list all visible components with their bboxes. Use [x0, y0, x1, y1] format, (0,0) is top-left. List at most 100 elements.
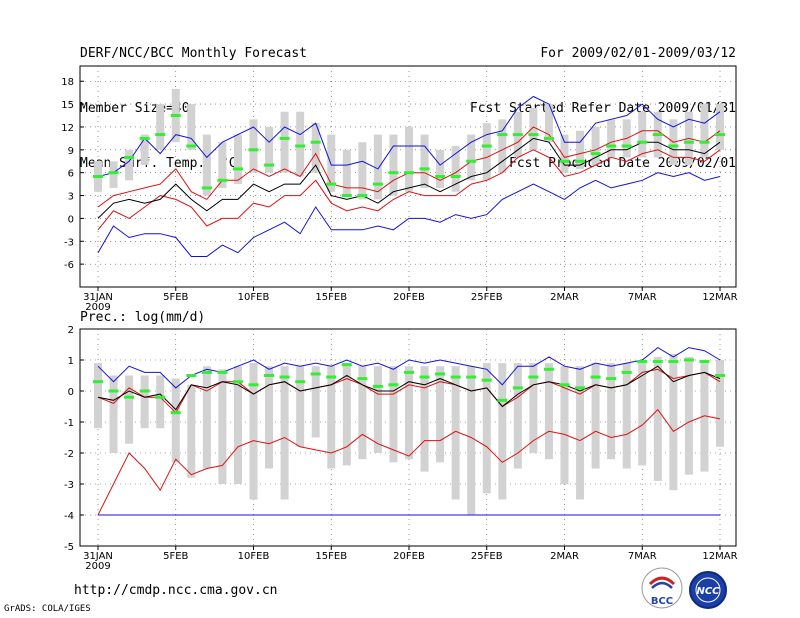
prec-median-mark — [295, 380, 306, 384]
temp-ytick-label: 0 — [68, 214, 74, 225]
prec-box — [342, 363, 351, 466]
prec-plot-frame — [79, 328, 737, 547]
temp-median-mark — [139, 136, 150, 140]
prec-box — [513, 363, 522, 469]
prec-median-mark — [310, 372, 321, 376]
temp-median-mark — [248, 148, 259, 152]
prec-median-mark — [170, 411, 181, 415]
prec-median-mark — [248, 383, 259, 387]
prec-box — [482, 363, 491, 494]
temp-median-mark — [232, 167, 243, 171]
prec-ytick-label: 2 — [68, 325, 74, 336]
temp-median-mark — [652, 133, 663, 137]
forecast-period: For 2009/02/01-2009/03/12 — [540, 46, 736, 61]
temp-box — [482, 123, 491, 181]
temp-box — [233, 134, 242, 185]
temp-panel: -6 -3 0 3 6 9 12 15 18 31JAN 5FEB 10FEB 15FEB 20FEB 25… — [61, 65, 738, 313]
prec-median-mark — [124, 395, 135, 399]
prec-box — [202, 366, 211, 469]
prec-median-mark — [621, 370, 632, 374]
temp-box — [638, 111, 647, 158]
temp-box — [202, 134, 211, 196]
prec-panel: -5 -4 -3 -2 -1 0 1 2 31JAN 5FEB 10FEB 15FEB 20FEB 25F… — [64, 325, 738, 572]
prec-box — [358, 366, 367, 460]
temp-box — [249, 119, 258, 173]
prec-median-mark — [481, 378, 492, 382]
footer-url[interactable]: http://cmdp.ncc.cma.gov.cn — [74, 583, 278, 598]
prec-box — [498, 363, 507, 500]
prec-median-mark — [715, 374, 725, 377]
prec-box — [653, 356, 662, 481]
temp-median-mark — [575, 159, 586, 163]
panel-title-prec: Prec.: log(mm/d) — [80, 310, 206, 325]
temp-box — [311, 123, 320, 173]
prec-box — [451, 366, 460, 500]
prec-median-mark — [528, 375, 539, 379]
prec-box — [187, 384, 196, 478]
temp-box — [405, 126, 413, 192]
temp-xtick-label: 31JAN — [83, 292, 113, 303]
bcc-logo-text: BCC — [651, 596, 673, 607]
temp-median-mark — [606, 144, 617, 148]
temp-median-mark — [388, 171, 399, 175]
prec-median-mark — [108, 389, 119, 393]
prec-median-mark — [497, 398, 508, 402]
prec-xtick-label: 20FEB — [393, 551, 425, 562]
prec-median-mark — [341, 363, 352, 367]
chart-title: DERF/NCC/BCC Monthly Forecast — [80, 46, 307, 61]
temp-xtick-label: 10FEB — [238, 292, 270, 303]
temp-median-mark — [217, 178, 228, 182]
temp-median-mark — [715, 133, 725, 137]
temp-box — [342, 149, 351, 196]
temp-median-mark — [419, 167, 430, 171]
prec-ytick-label: 0 — [68, 387, 74, 398]
prec-box — [296, 366, 305, 447]
prec-ytick-label: -4 — [64, 511, 74, 522]
temp-median-mark — [559, 159, 570, 163]
prec-xtick-label: 10FEB — [238, 551, 270, 562]
prec-box — [389, 366, 398, 463]
prec-xtick-label: 7MAR — [628, 551, 657, 562]
temp-median-mark — [341, 194, 352, 198]
temp-box — [529, 107, 538, 150]
prec-box — [638, 360, 647, 466]
temp-line-mean — [97, 137, 721, 219]
temp-box — [467, 134, 476, 181]
temp-ytick-label: 12 — [61, 123, 74, 134]
prec-box — [607, 363, 616, 460]
temp-ytick-label: 18 — [61, 77, 74, 88]
prec-box — [109, 375, 118, 453]
temp-box — [296, 111, 305, 177]
temp-xtick-label: 20FEB — [393, 292, 425, 303]
temp-plot-frame — [79, 65, 737, 288]
prec-median-mark — [435, 372, 446, 376]
temp-box — [436, 149, 445, 188]
prec-ytick-label: 1 — [68, 356, 74, 367]
bcc-logo: BCC — [641, 567, 683, 609]
prec-median-mark — [575, 386, 586, 390]
temp-median-mark — [668, 144, 679, 148]
prec-xtick-label: 31JAN — [83, 551, 113, 562]
temp-ytick-label: 15 — [61, 100, 74, 111]
prec-box — [311, 366, 320, 438]
prec-median-mark — [668, 360, 679, 364]
prec-median-mark — [466, 375, 477, 379]
temp-median-mark — [404, 171, 414, 175]
temp-line-lower-outer — [97, 172, 721, 257]
prec-median-mark — [217, 370, 228, 374]
prec-ytick-label: -3 — [64, 480, 74, 491]
prec-box — [576, 366, 585, 500]
prec-median-mark — [326, 375, 337, 379]
temp-median-mark — [372, 182, 383, 186]
prec-box — [171, 378, 180, 463]
prec-median-mark — [139, 389, 150, 393]
temp-median-mark — [481, 144, 492, 148]
ncc-logo-text: NCC — [696, 586, 720, 597]
prec-median-mark — [279, 375, 290, 379]
prec-median-mark — [93, 380, 103, 384]
prec-median-mark — [637, 360, 648, 364]
temp-box — [607, 119, 616, 158]
prec-xtick-label: 12MAR — [702, 551, 737, 562]
temp-box — [451, 146, 460, 192]
prec-median-mark — [404, 370, 414, 374]
